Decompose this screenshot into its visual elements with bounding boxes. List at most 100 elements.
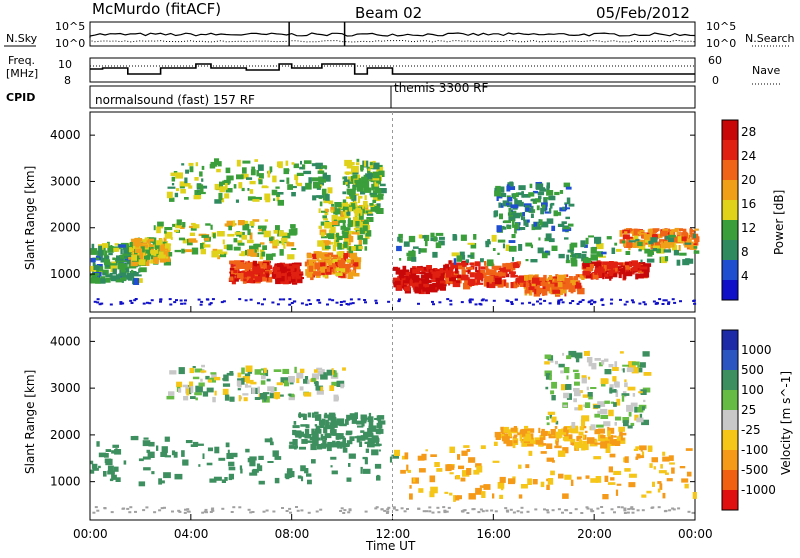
scatter-cell: [647, 445, 653, 452]
ground-scatter-cell: [339, 303, 343, 306]
scatter-cell: [372, 199, 377, 203]
ground-scatter-cell: [395, 509, 399, 512]
scatter-cell: [404, 452, 409, 459]
scatter-cell: [148, 441, 155, 447]
scatter-cell: [563, 392, 570, 399]
scatter-cell: [314, 273, 322, 276]
scatter-cell: [497, 482, 505, 489]
scatter-cell: [623, 272, 627, 280]
scatter-cell: [313, 381, 319, 384]
scatter-cell: [295, 178, 298, 185]
scatter-cell: [150, 245, 156, 249]
ground-scatter-cell: [514, 298, 518, 301]
scatter-cell: [363, 174, 366, 181]
ground-scatter-cell: [145, 506, 149, 509]
ground-scatter-cell: [300, 302, 304, 305]
scatter-cell: [258, 228, 265, 232]
power-colorbar-segment: [722, 160, 738, 180]
scatter-cell: [409, 280, 413, 286]
scatter-cell: [273, 369, 282, 372]
y-tick-label: 1000: [50, 475, 81, 489]
scatter-cell: [557, 429, 563, 435]
scatter-cell: [138, 458, 144, 462]
scatter-cell: [372, 177, 380, 181]
scatter-cell: [679, 466, 686, 469]
scatter-cell: [347, 217, 351, 221]
scatter-cell: [108, 252, 113, 256]
scatter-cell: [619, 230, 623, 237]
scatter-cell: [411, 275, 420, 280]
scatter-cell: [174, 249, 182, 253]
ground-scatter-cell: [443, 509, 447, 512]
scatter-cell: [476, 274, 484, 279]
scatter-cell: [250, 169, 256, 176]
ground-scatter-cell: [585, 506, 589, 509]
scatter-cell: [357, 425, 364, 428]
scatter-cell: [307, 412, 312, 418]
scatter-cell: [103, 471, 107, 477]
scatter-cell: [123, 460, 127, 465]
velocity-colorbar-segment: [722, 390, 738, 410]
scatter-cell: [250, 274, 255, 279]
scatter-cell: [305, 379, 310, 385]
scatter-cell: [626, 404, 634, 412]
scatter-cell: [470, 243, 477, 249]
scatter-cell: [98, 245, 103, 252]
cpid-frame: [89, 85, 696, 109]
scatter-cell: [294, 174, 299, 181]
ground-scatter-cell: [623, 303, 627, 306]
scatter-cell: [508, 245, 517, 252]
scatter-cell: [281, 273, 288, 278]
scatter-cell: [555, 440, 559, 446]
scatter-cell: [630, 422, 635, 426]
scatter-cell: [405, 272, 412, 276]
scatter-cell: [229, 371, 234, 376]
scatter-cell: [243, 272, 248, 278]
ground-scatter-cell: [211, 507, 215, 510]
ground-scatter-cell: [364, 301, 367, 304]
scatter-cell: [169, 370, 177, 375]
scatter-cell: [397, 276, 400, 282]
nave-label: Nave: [752, 64, 780, 77]
scatter-cell: [397, 236, 401, 242]
scatter-cell: [316, 195, 324, 198]
scatter-cell: [517, 200, 522, 205]
scatter-cell: [670, 231, 674, 236]
scatter-cell: [529, 183, 533, 189]
scatter-cell: [116, 255, 124, 261]
scatter-cell: [330, 209, 334, 213]
scatter-cell: [342, 210, 348, 215]
scatter-cell: [562, 227, 568, 232]
scatter-cell: [599, 362, 603, 367]
scatter-cell: [267, 170, 271, 178]
scatter-cell: [549, 203, 553, 209]
scatter-cell: [580, 240, 586, 248]
scatter-cell: [530, 199, 536, 202]
scatter-cell: [479, 485, 484, 488]
scatter-cell: [420, 235, 427, 239]
scatter-cell: [143, 467, 151, 471]
velocity-y-axis-label: Slant Range [km]: [23, 370, 37, 474]
scatter-cell: [323, 256, 332, 260]
scatter-cell: [366, 217, 374, 222]
ground-scatter-cell: [249, 511, 253, 514]
scatter-cell: [414, 287, 422, 294]
scatter-cell: [372, 186, 380, 190]
scatter-cell: [342, 231, 349, 239]
scatter-cell: [461, 450, 468, 456]
scatter-cell: [332, 244, 336, 252]
scatter-cell: [600, 441, 608, 449]
scatter-cell: [311, 163, 316, 167]
scatter-cell: [214, 183, 222, 190]
scatter-cell: [182, 384, 189, 388]
scatter-cell: [90, 265, 97, 272]
scatter-cell: [139, 267, 147, 273]
scatter-cell: [508, 431, 512, 438]
scatter-cell: [510, 204, 519, 209]
scatter-cell: [596, 243, 604, 250]
ground-scatter-cell: [175, 299, 178, 302]
ground-scatter-cell: [342, 300, 346, 303]
scatter-cell: [652, 481, 655, 487]
scatter-cell: [665, 472, 669, 475]
scatter-cell: [615, 489, 619, 496]
